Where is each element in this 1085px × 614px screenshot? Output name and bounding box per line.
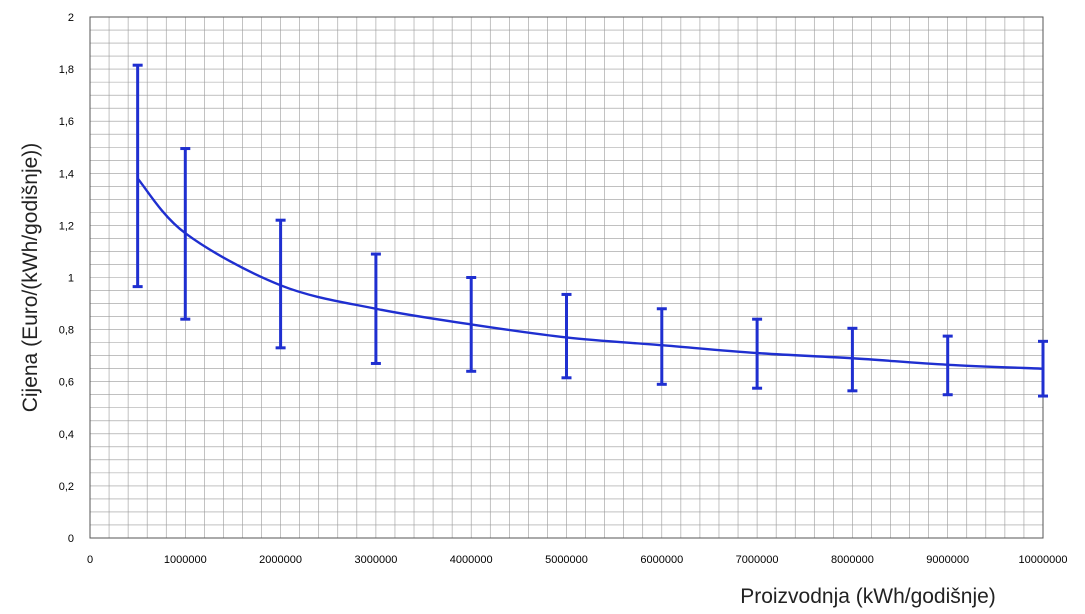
plot-frame [89,16,1044,539]
x-tick-label: 2000000 [259,554,302,566]
y-tick-label: 1,2 [59,220,74,232]
x-tick-label: 8000000 [831,554,874,566]
y-tick-label: 0 [68,533,74,545]
error-bar [847,326,858,393]
x-tick-label: 7000000 [736,554,779,566]
x-tick-label: 5000000 [545,554,588,566]
y-tick-label: 0,8 [59,325,74,337]
y-tick-label: 1,6 [59,116,74,128]
error-bar [132,63,143,289]
x-tick-label: 3000000 [354,554,397,566]
y-tick-label: 1,4 [59,168,74,180]
error-bar [656,307,667,386]
y-tick-label: 0,2 [59,481,74,493]
y-axis-label: Cijena (Euro/(kWh/godišnje)) [19,143,42,413]
y-tick-label: 1,8 [59,64,74,76]
x-axis-label: Proizvodnja (kWh/godišnje) [740,585,996,608]
x-tick-label: 1000000 [164,554,207,566]
y-tick-label: 2 [68,12,74,24]
y-tick-labels: 0 0,2 0,4 0,6 0,8 1 1,2 1,4 1,6 1,8 2 [59,12,74,545]
y-tick-label: 0,4 [59,429,74,441]
x-tick-label: 10000000 [1019,554,1068,566]
x-tick-label: 4000000 [450,554,493,566]
x-tick-label: 9000000 [926,554,969,566]
y-tick-label: 0,6 [59,377,74,389]
x-tick-label: 0 [87,554,93,566]
error-bar [561,292,572,380]
x-tick-labels: 0 1000000 2000000 3000000 4000000 5000000 6000… [87,554,1068,566]
series-line [136,177,1044,370]
x-tick-label: 6000000 [640,554,683,566]
y-tick-label: 1 [68,273,74,285]
error-bars [132,63,1048,398]
error-bar [275,218,286,350]
grid-minor [89,16,1044,539]
